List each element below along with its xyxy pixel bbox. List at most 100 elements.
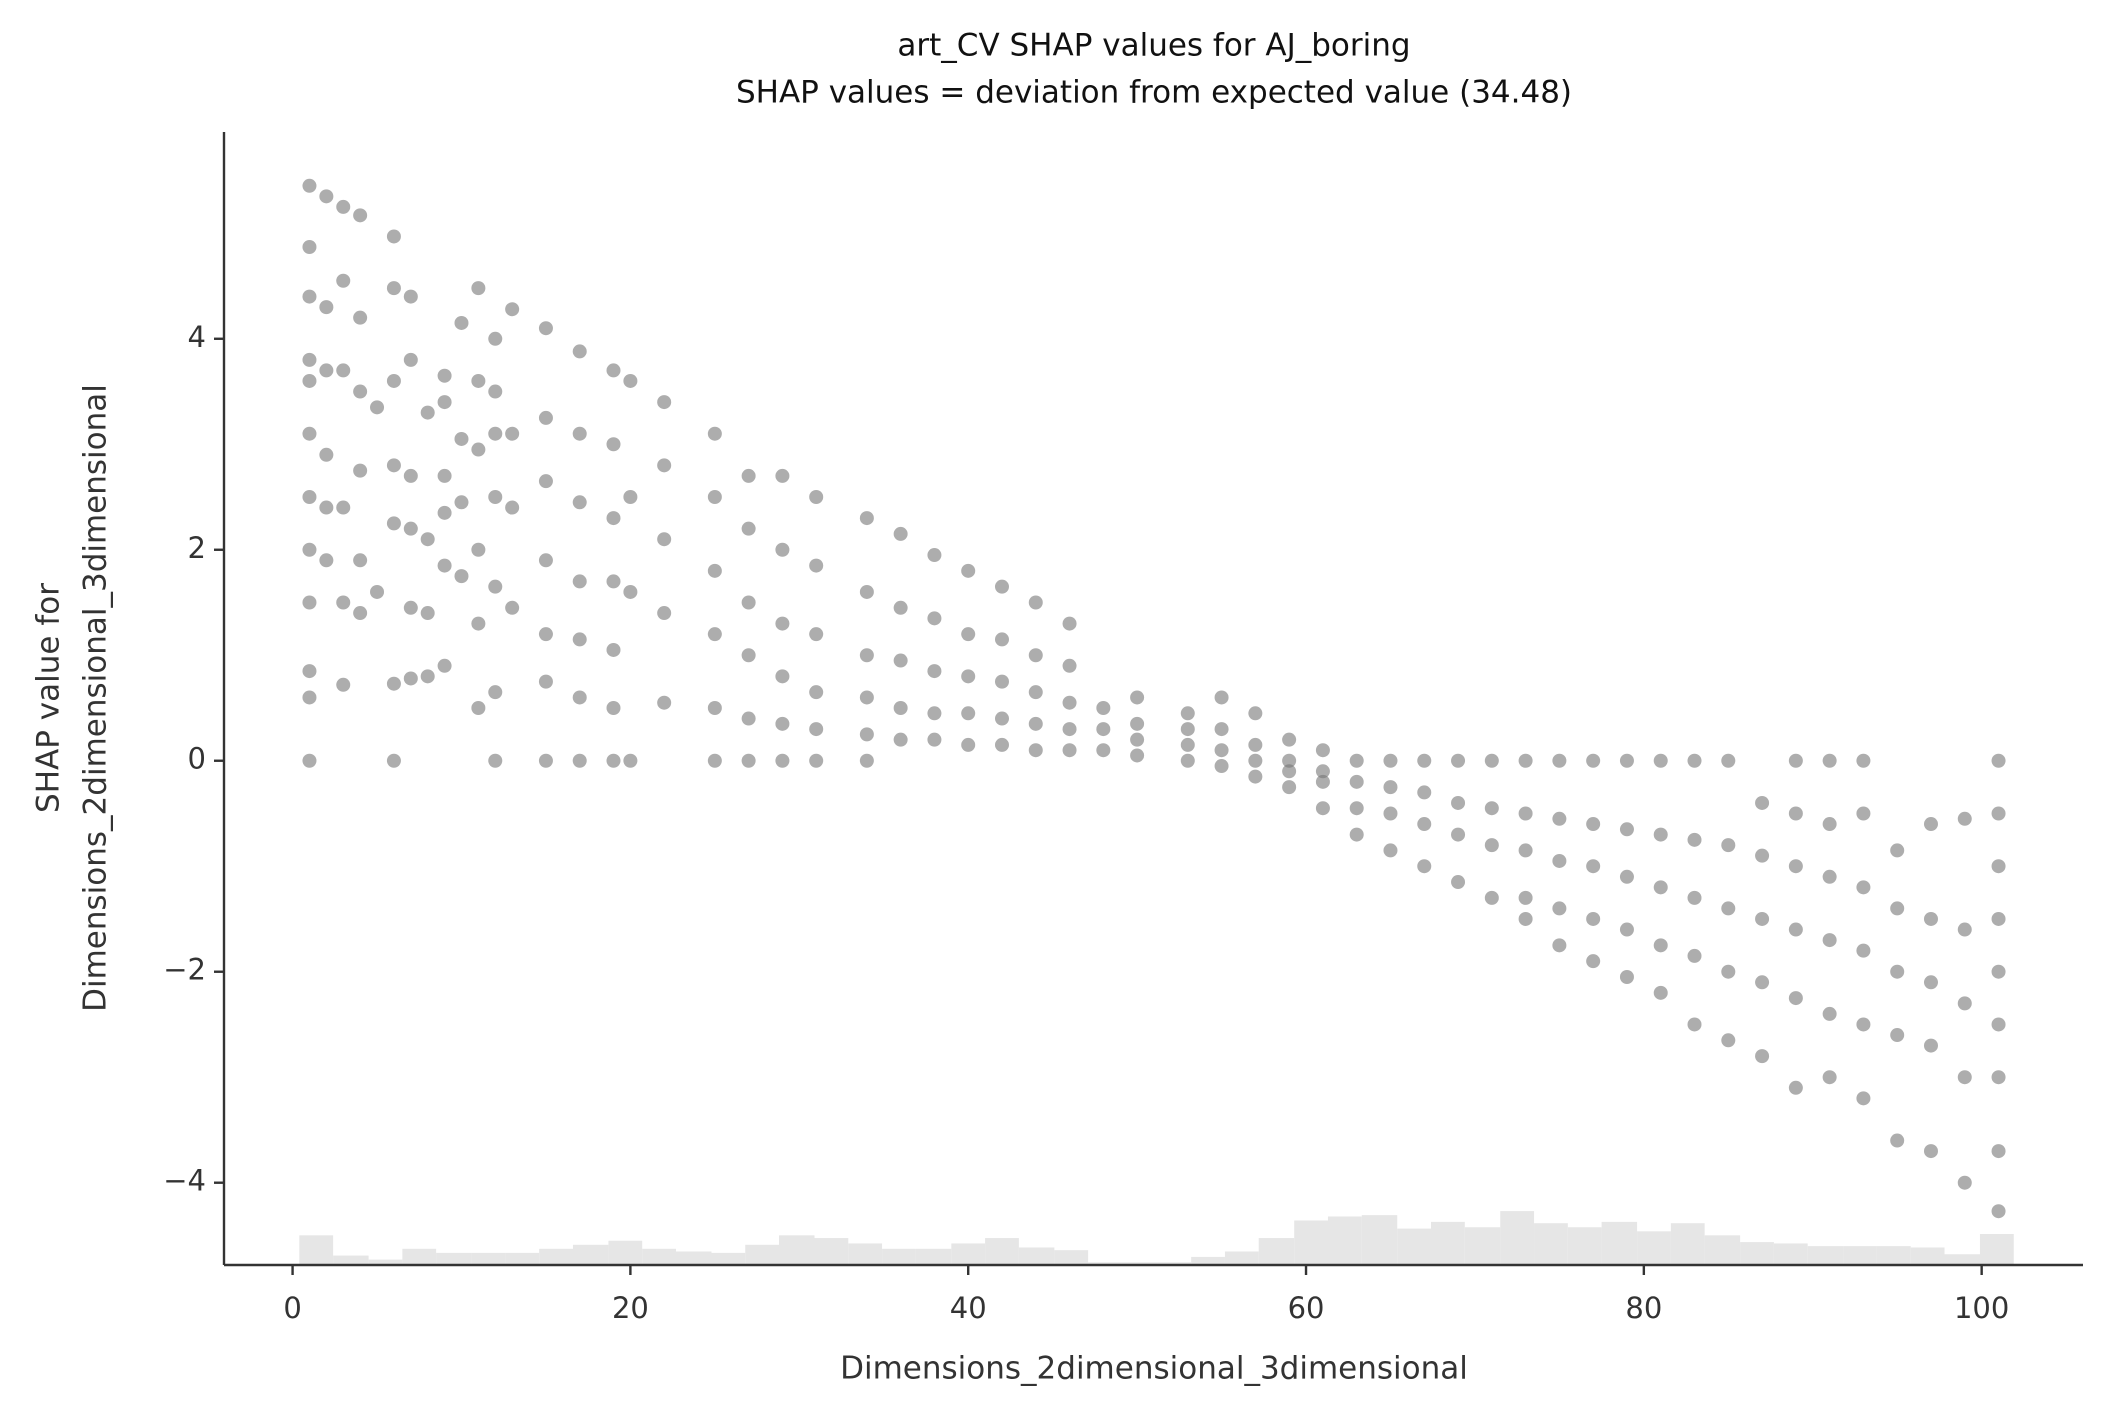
point [572, 344, 587, 359]
point [1586, 817, 1601, 832]
point [741, 648, 756, 663]
point [488, 685, 503, 700]
point [1991, 806, 2006, 821]
histogram-bar [1773, 1243, 1808, 1265]
point [572, 632, 587, 647]
point [623, 753, 638, 768]
point [961, 563, 976, 578]
point [1518, 843, 1533, 858]
point [775, 616, 790, 631]
point [1552, 853, 1567, 868]
x-tick-label: 20 [612, 1291, 649, 1325]
point [572, 426, 587, 441]
point [1552, 901, 1567, 916]
point [1957, 1070, 1972, 1085]
point [1248, 753, 1263, 768]
histogram-bar [1500, 1211, 1535, 1265]
point [538, 410, 553, 425]
histogram-bar [675, 1251, 712, 1265]
point [1923, 817, 1938, 832]
histogram-bar [1740, 1242, 1774, 1265]
point [1856, 880, 1871, 895]
point [437, 558, 452, 573]
point [1653, 880, 1668, 895]
point [572, 690, 587, 705]
point [893, 526, 908, 541]
histogram-bar [1567, 1227, 1602, 1265]
point [353, 463, 368, 478]
chart-subtitle: SHAP values = deviation from expected va… [736, 75, 1572, 111]
point [1788, 1080, 1803, 1095]
point [353, 208, 368, 223]
point [707, 700, 722, 715]
point [386, 281, 401, 296]
point [302, 239, 317, 254]
point [420, 669, 435, 684]
point [1518, 890, 1533, 905]
point [994, 579, 1009, 594]
point [1687, 832, 1702, 847]
histogram-bar [1534, 1223, 1568, 1265]
histogram-bar [1944, 1254, 1980, 1265]
histogram-bar [848, 1243, 883, 1265]
histogram-bar [1843, 1246, 1877, 1265]
histogram-bar [333, 1255, 369, 1265]
point [1028, 595, 1043, 610]
point [1282, 780, 1297, 795]
point [623, 373, 638, 388]
point [1856, 1091, 1871, 1106]
point [1687, 753, 1702, 768]
point [1417, 753, 1432, 768]
point [353, 553, 368, 568]
point [437, 658, 452, 673]
point [1755, 911, 1770, 926]
point [1788, 859, 1803, 874]
point [657, 532, 672, 547]
point [1957, 996, 1972, 1011]
point [1096, 722, 1111, 737]
point [606, 363, 621, 378]
point [1586, 859, 1601, 874]
point [336, 363, 351, 378]
point [1282, 753, 1297, 768]
point [1890, 901, 1905, 916]
histogram-bar [1157, 1262, 1192, 1265]
point [572, 495, 587, 510]
point [1755, 1049, 1770, 1064]
point [741, 711, 756, 726]
point [741, 595, 756, 610]
point [927, 706, 942, 721]
point [1586, 954, 1601, 969]
point [403, 352, 418, 367]
point [336, 273, 351, 288]
histogram-bar [1088, 1262, 1122, 1265]
point [961, 669, 976, 684]
point [488, 490, 503, 505]
point [707, 490, 722, 505]
point [1180, 737, 1195, 752]
point [302, 289, 317, 304]
point [420, 606, 435, 621]
y-tick-label: 0 [188, 742, 206, 776]
point [488, 384, 503, 399]
point [319, 447, 334, 462]
point [1755, 795, 1770, 810]
point [319, 500, 334, 515]
point [1451, 795, 1466, 810]
point [1417, 859, 1432, 874]
point [1788, 806, 1803, 821]
y-axis-label: Dimensions_2dimensional_3dimensional [78, 384, 114, 1012]
point [403, 289, 418, 304]
histogram-bar [608, 1240, 643, 1265]
point [386, 373, 401, 388]
point [657, 695, 672, 710]
point [538, 321, 553, 336]
y-axis-label: SHAP value for [31, 583, 67, 813]
point [1484, 801, 1499, 816]
x-tick-label: 80 [1625, 1291, 1662, 1325]
point [623, 584, 638, 599]
point [319, 189, 334, 204]
histogram-bar [1807, 1246, 1844, 1265]
point [1653, 827, 1668, 842]
